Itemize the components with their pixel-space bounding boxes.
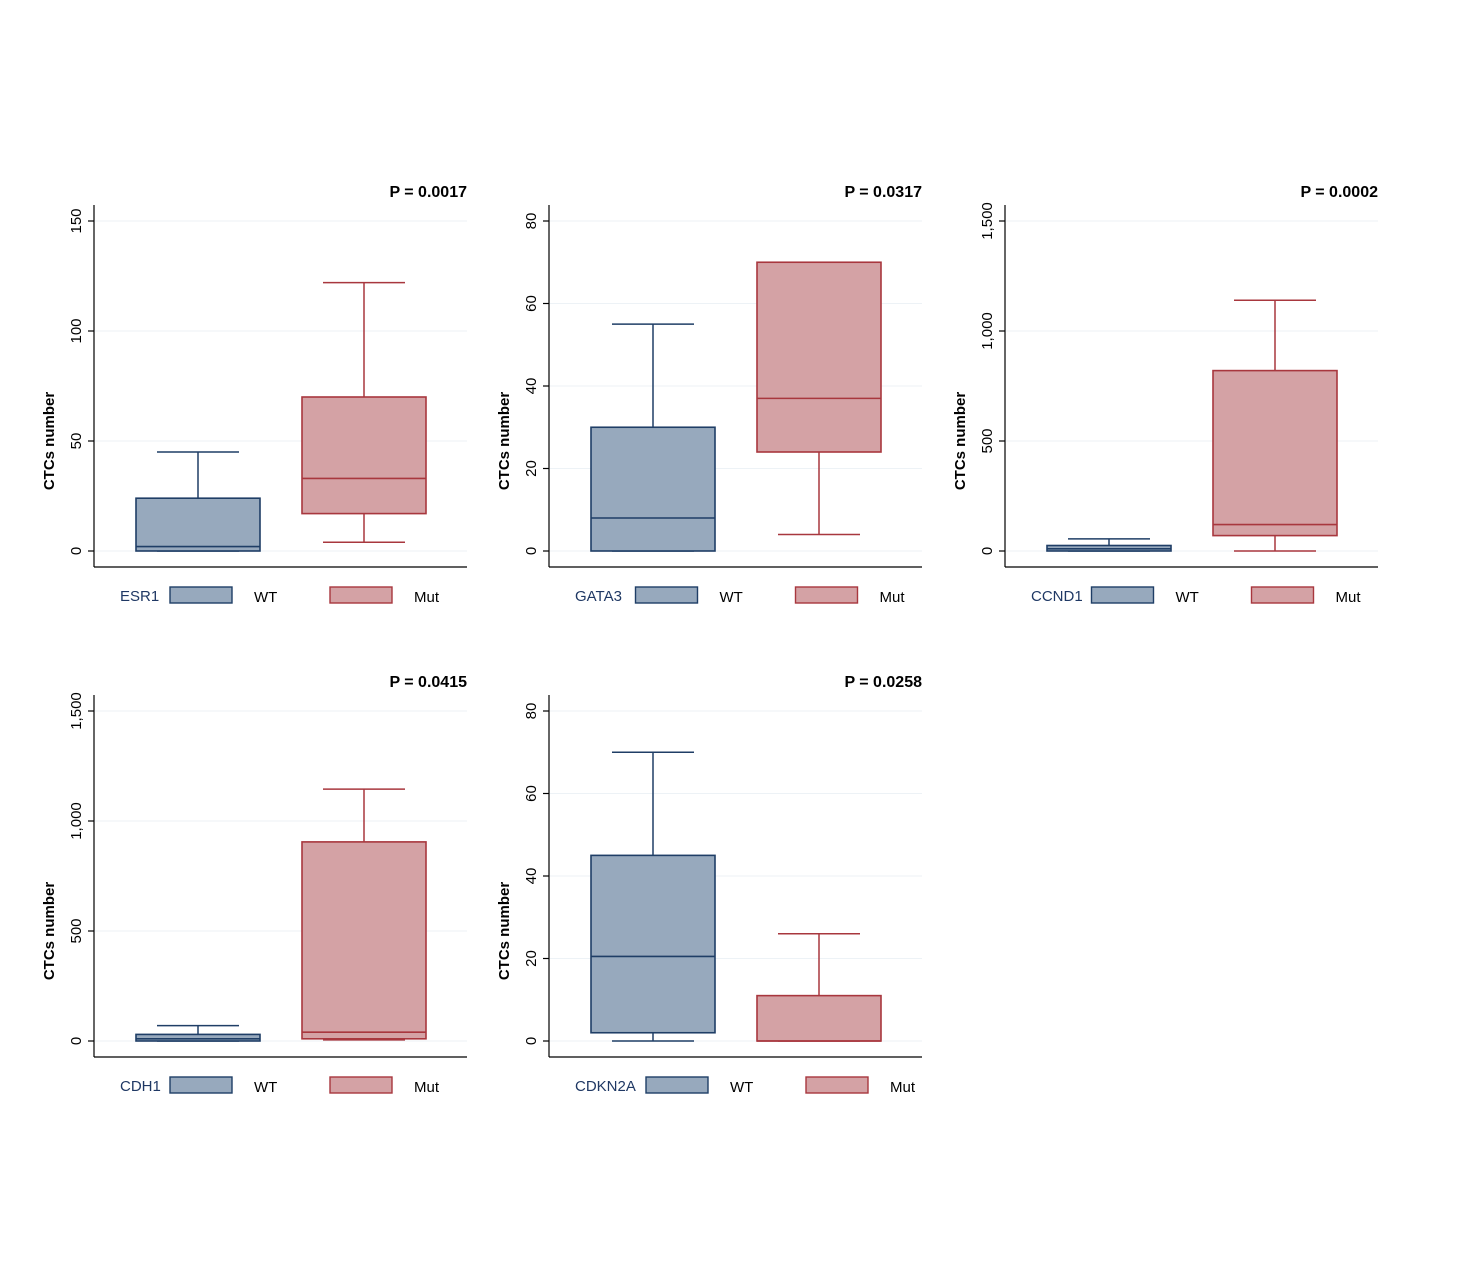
legend-label-mut: Mut <box>414 589 440 606</box>
y-tick-label: 20 <box>523 460 540 477</box>
legend-label-wt: WT <box>254 1079 277 1096</box>
chart-panel-cdh1: 0 500 1,000 1,500 CTCs number P = 0.0415 CDH1 W… <box>41 674 467 1096</box>
y-axis-title: CTCs number <box>496 392 513 491</box>
y-tick-label: 60 <box>523 785 540 802</box>
legend-label-wt: WT <box>730 1079 753 1096</box>
box-iqr <box>756 994 882 1042</box>
p-value-label: P = 0.0415 <box>389 674 467 691</box>
y-tick-label: 0 <box>523 1037 540 1045</box>
box-iqr <box>301 396 427 515</box>
legend: CDKN2A WT Mut <box>575 1076 916 1096</box>
chart-panel-esr1: 0 50 100 150 CTCs number P = 0.0017 ESR1 WT Mut <box>41 184 467 606</box>
legend-swatch-wt <box>1090 586 1155 604</box>
box-mut <box>301 281 427 543</box>
p-value-label: P = 0.0017 <box>389 184 467 201</box>
box-wt <box>590 323 716 552</box>
y-axis-title: CTCs number <box>41 882 58 981</box>
chart-panel-ccnd1: 0 500 1,000 1,500 CTCs number P = 0.0002 CCND1… <box>952 184 1378 606</box>
legend-swatch-mut <box>329 1076 393 1094</box>
legend-gene-name: CCND1 <box>1031 588 1083 605</box>
box-iqr <box>1212 369 1338 537</box>
legend-swatch-mut <box>794 586 859 604</box>
legend-label-mut: Mut <box>414 1079 440 1096</box>
y-tick-label: 500 <box>68 918 85 943</box>
y-tick-label: 40 <box>523 378 540 395</box>
y-tick-label: 80 <box>523 703 540 720</box>
legend: CDH1 WT Mut <box>120 1076 440 1096</box>
y-tick-label: 1,500 <box>979 202 996 240</box>
y-tick-label: 1,500 <box>68 692 85 730</box>
legend-gene-name: CDH1 <box>120 1078 161 1095</box>
box-mut <box>756 933 882 1042</box>
legend-gene-name: GATA3 <box>575 588 622 605</box>
y-tick-label: 0 <box>68 547 85 555</box>
y-tick-label: 500 <box>979 428 996 453</box>
legend-swatch-wt <box>645 1076 709 1094</box>
y-tick-label: 60 <box>523 295 540 312</box>
legend-label-mut: Mut <box>1336 589 1362 606</box>
box-iqr <box>756 261 882 453</box>
legend-swatch-mut <box>1250 586 1315 604</box>
y-tick-label: 1,000 <box>979 312 996 350</box>
legend-label-wt: WT <box>1176 589 1199 606</box>
box-mut <box>1212 299 1338 552</box>
y-tick-label: 100 <box>68 318 85 343</box>
legend-gene-name: CDKN2A <box>575 1078 636 1095</box>
legend-label-mut: Mut <box>880 589 906 606</box>
box-wt <box>135 1024 261 1042</box>
legend: ESR1 WT Mut <box>120 586 440 606</box>
legend-swatch-mut <box>805 1076 869 1094</box>
chart-panel-gata3: 0 20 40 60 80 CTCs number P = 0.0317 GATA3 WT Mut <box>496 184 922 606</box>
y-tick-label: 20 <box>523 950 540 967</box>
p-value-label: P = 0.0317 <box>844 184 922 201</box>
y-axis-title: CTCs number <box>41 392 58 491</box>
chart-panel-cdkn2a: 0 20 40 60 80 CTCs number P = 0.0258 CDKN2A WT Mu… <box>496 674 922 1096</box>
y-axis-title: CTCs number <box>952 392 969 491</box>
legend-swatch-wt <box>169 586 233 604</box>
y-tick-label: 50 <box>68 433 85 450</box>
p-value-label: P = 0.0002 <box>1300 184 1378 201</box>
y-tick-label: 0 <box>523 547 540 555</box>
legend-swatch-mut <box>329 586 393 604</box>
y-tick-label: 1,000 <box>68 802 85 840</box>
legend: CCND1 WT Mut <box>1031 586 1362 606</box>
box-iqr <box>590 854 716 1034</box>
legend: GATA3 WT Mut <box>575 586 906 606</box>
box-iqr <box>135 1033 261 1042</box>
box-wt <box>1046 538 1172 552</box>
y-tick-label: 150 <box>68 208 85 233</box>
box-iqr <box>301 841 427 1040</box>
legend-label-wt: WT <box>254 589 277 606</box>
y-tick-label: 0 <box>68 1037 85 1045</box>
p-value-label: P = 0.0258 <box>844 674 922 691</box>
box-mut <box>301 788 427 1041</box>
box-wt <box>135 451 261 552</box>
box-mut <box>756 261 882 536</box>
legend-label-wt: WT <box>720 589 743 606</box>
y-tick-label: 80 <box>523 213 540 230</box>
legend-gene-name: ESR1 <box>120 588 159 605</box>
legend-swatch-wt <box>169 1076 233 1094</box>
legend-label-mut: Mut <box>890 1079 916 1096</box>
box-iqr <box>590 426 716 552</box>
y-tick-label: 0 <box>979 547 996 555</box>
y-tick-label: 40 <box>523 868 540 885</box>
y-axis-title: CTCs number <box>496 882 513 981</box>
box-iqr <box>135 497 261 552</box>
legend-swatch-wt <box>634 586 699 604</box>
box-wt <box>590 751 716 1042</box>
